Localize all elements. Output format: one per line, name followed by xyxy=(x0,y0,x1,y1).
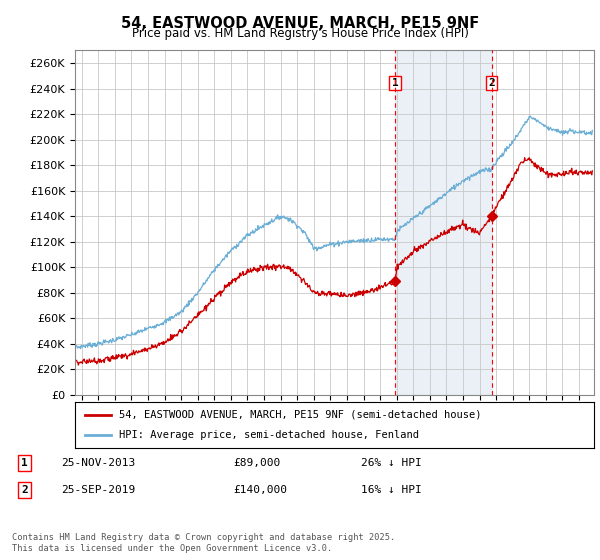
Text: 25-NOV-2013: 25-NOV-2013 xyxy=(61,458,136,468)
Text: 54, EASTWOOD AVENUE, MARCH, PE15 9NF (semi-detached house): 54, EASTWOOD AVENUE, MARCH, PE15 9NF (se… xyxy=(119,410,482,420)
Text: 2: 2 xyxy=(22,486,28,496)
Text: 25-SEP-2019: 25-SEP-2019 xyxy=(61,486,136,496)
Text: 1: 1 xyxy=(392,78,398,88)
Text: Contains HM Land Registry data © Crown copyright and database right 2025.
This d: Contains HM Land Registry data © Crown c… xyxy=(12,533,395,553)
Text: £140,000: £140,000 xyxy=(233,486,287,496)
Text: 16% ↓ HPI: 16% ↓ HPI xyxy=(361,486,422,496)
Text: 2: 2 xyxy=(488,78,495,88)
Text: 1: 1 xyxy=(22,458,28,468)
Text: HPI: Average price, semi-detached house, Fenland: HPI: Average price, semi-detached house,… xyxy=(119,430,419,440)
Text: £89,000: £89,000 xyxy=(233,458,280,468)
Text: Price paid vs. HM Land Registry's House Price Index (HPI): Price paid vs. HM Land Registry's House … xyxy=(131,27,469,40)
Text: 26% ↓ HPI: 26% ↓ HPI xyxy=(361,458,422,468)
Text: 54, EASTWOOD AVENUE, MARCH, PE15 9NF: 54, EASTWOOD AVENUE, MARCH, PE15 9NF xyxy=(121,16,479,31)
Bar xyxy=(395,50,491,395)
